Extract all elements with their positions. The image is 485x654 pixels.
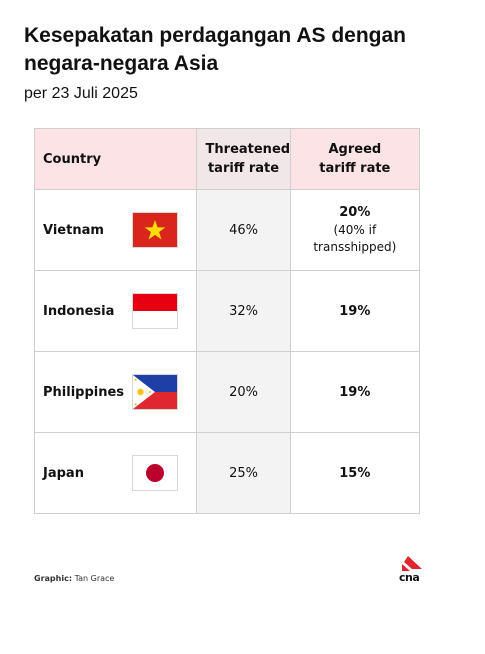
- cna-logo-text: cna: [399, 571, 420, 584]
- page-subtitle: per 23 Juli 2025: [24, 85, 138, 102]
- country-name: Indonesia: [43, 303, 115, 319]
- cna-logo: cna: [398, 556, 422, 586]
- agreed-rate: 15%: [339, 465, 371, 481]
- tariff-table: Country Threatened tariff rate Agreed ta…: [33, 128, 421, 514]
- threatened-rate: 32%: [196, 270, 291, 352]
- column-header-threatened: Threatened tariff rate: [196, 128, 291, 190]
- threatened-rate: 20%: [196, 351, 291, 433]
- table-row: Indonesia 32% 19%: [33, 270, 421, 352]
- graphic-credit-name: Tan Grace: [74, 574, 115, 583]
- column-header-agreed-label: Agreed tariff rate: [319, 142, 391, 176]
- country-cell: Vietnam: [33, 189, 198, 271]
- country-cell: Indonesia: [33, 270, 198, 352]
- agreed-rate-cell: 15%: [289, 432, 421, 514]
- vietnam-flag-icon: [132, 212, 179, 248]
- graphic-credit-label: Graphic:: [34, 574, 73, 583]
- table-row: Japan 25% 15%: [33, 432, 421, 514]
- graphic-credit: Graphic: Tan Grace: [34, 574, 114, 583]
- table-header-row: Country Threatened tariff rate Agreed ta…: [33, 128, 421, 190]
- country-name: Philippines: [43, 384, 125, 400]
- column-header-country: Country: [33, 128, 198, 190]
- column-header-agreed: Agreed tariff rate: [289, 128, 421, 190]
- agreed-rate: 19%: [339, 384, 371, 400]
- country-cell: Japan: [33, 432, 198, 514]
- agreed-rate: 20%: [339, 204, 371, 220]
- philippines-flag-icon: [132, 374, 179, 410]
- table-row: Philippines 20% 19%: [33, 351, 421, 433]
- agreed-rate: 19%: [339, 303, 371, 319]
- page-title: Kesepakatan perdagangan AS dengan negara…: [24, 24, 406, 75]
- agreed-rate-cell: 19%: [289, 270, 421, 352]
- country-name: Vietnam: [43, 222, 104, 238]
- country-cell: Philippines: [33, 351, 198, 433]
- japan-flag-icon: [132, 455, 179, 491]
- table-row: Vietnam 46% 20% (40% if transshipped): [33, 189, 421, 271]
- agreed-rate-cell: 20% (40% if transshipped): [289, 189, 421, 271]
- agreed-rate-cell: 19%: [289, 351, 421, 433]
- threatened-rate: 46%: [196, 189, 291, 271]
- agreed-rate-note: (40% if transshipped): [313, 222, 397, 254]
- column-header-threatened-label: Threatened tariff rate: [205, 142, 291, 176]
- indonesia-flag-icon: [132, 293, 179, 329]
- threatened-rate: 25%: [196, 432, 291, 514]
- country-name: Japan: [43, 465, 84, 481]
